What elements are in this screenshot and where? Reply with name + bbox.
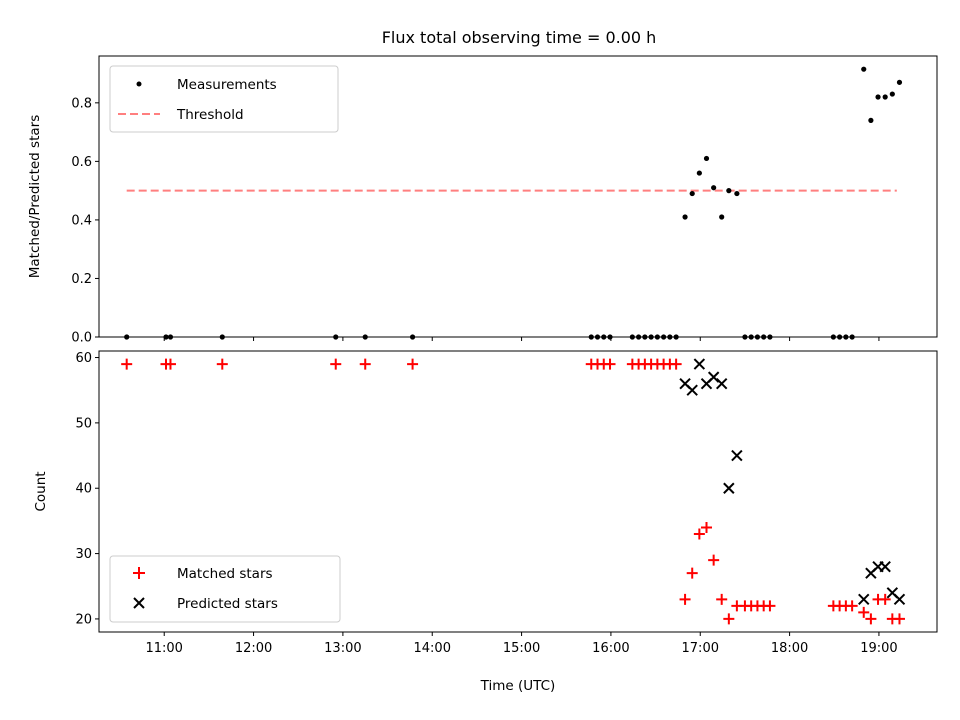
matched-stars-point — [693, 528, 705, 540]
legend-predicted-marker — [133, 597, 145, 609]
bottom-x-tick-label: 14:00 — [414, 641, 451, 656]
predicted-stars-point — [707, 371, 720, 383]
top-y-ticks: 0.0 0.2 0.4 0.6 0.8 — [71, 96, 99, 346]
matched-stars-point — [686, 567, 698, 579]
measurement-point — [861, 66, 867, 72]
matched-stars-point — [716, 593, 728, 605]
measurement-point — [719, 214, 725, 220]
predicted-stars-point — [723, 482, 735, 494]
top-x-ticks — [163, 337, 880, 341]
bottom-y-ticks: 20 30 40 50 60 — [75, 351, 99, 627]
measurement-point — [703, 155, 710, 162]
bottom-y-tick-label: 40 — [75, 482, 92, 497]
bottom-x-tick-label: 15:00 — [503, 641, 540, 656]
counts-layer — [121, 358, 906, 625]
bottom-panel: 20 30 40 50 60 11:00 12:00 13:00 14:00 15:00 16:0… — [33, 350, 938, 694]
predicted-stars-point — [731, 449, 743, 462]
matched-stars-point — [865, 613, 877, 625]
bottom-y-tick-label: 20 — [75, 612, 92, 627]
matched-stars-point — [330, 358, 342, 370]
bottom-legend: Matched stars Predicted stars — [109, 555, 341, 623]
top-legend: Measurements Threshold — [109, 65, 339, 133]
matched-stars-point — [407, 358, 419, 370]
matched-stars-point — [604, 358, 616, 370]
predicted-stars-point — [858, 593, 870, 606]
top-y-tick-label: 0.2 — [71, 272, 92, 287]
bottom-x-tick-label: 16:00 — [592, 641, 629, 656]
legend-measurements-marker — [136, 81, 142, 87]
measurement-point — [889, 91, 895, 97]
matched-stars-point — [121, 358, 133, 370]
matched-stars-point — [858, 606, 870, 618]
legend-matched-marker — [133, 567, 145, 579]
matched-stars-point — [879, 593, 891, 605]
predicted-stars-point — [715, 377, 728, 390]
matched-stars-point — [708, 554, 720, 566]
measurement-point — [875, 94, 881, 100]
bottom-y-tick-label: 50 — [75, 416, 92, 431]
bottom-x-tick-label: 11:00 — [145, 641, 182, 656]
top-y-tick-label: 0.4 — [71, 213, 92, 228]
bottom-y-axis-label: Count — [33, 471, 49, 511]
predicted-stars-point — [693, 358, 706, 370]
top-y-tick-label: 0.0 — [71, 331, 92, 346]
x-axis-label: Time (UTC) — [480, 678, 556, 694]
measurement-point — [726, 188, 732, 194]
matched-stars-point — [670, 358, 682, 370]
bottom-y-tick-label: 30 — [75, 547, 92, 562]
measurement-point — [689, 190, 695, 197]
matched-stars-point — [723, 613, 735, 625]
measurement-point — [868, 117, 874, 123]
bottom-x-tick-label: 12:00 — [235, 641, 272, 656]
measurement-point — [896, 79, 903, 85]
measurement-point — [734, 190, 740, 197]
matched-stars-point — [359, 358, 371, 370]
bottom-x-tick-label: 18:00 — [771, 641, 808, 656]
predicted-stars-point — [893, 593, 906, 606]
bottom-x-tick-label: 19:00 — [860, 641, 897, 656]
predicted-stars-point — [686, 384, 698, 396]
matched-stars-point — [846, 600, 858, 612]
bottom-y-tick-label: 60 — [75, 351, 92, 366]
top-axes-frame — [98, 55, 938, 338]
bottom-axes-frame — [98, 350, 938, 633]
measurement-point — [682, 214, 688, 220]
top-y-tick-label: 0.6 — [71, 155, 92, 170]
bottom-x-ticks: 11:00 12:00 13:00 14:00 15:00 16:00 17:00 18:00… — [145, 632, 898, 656]
top-legend-box — [109, 65, 339, 133]
matched-stars-point — [893, 613, 905, 625]
legend-predicted-label: Predicted stars — [177, 596, 278, 612]
predicted-stars-point — [879, 560, 891, 573]
top-y-tick-label: 0.8 — [71, 96, 92, 111]
matched-stars-point — [701, 521, 713, 533]
matched-stars-point — [679, 593, 691, 605]
matched-stars-point — [764, 600, 776, 612]
bottom-x-tick-label: 17:00 — [682, 641, 719, 656]
measurement-point — [696, 170, 702, 176]
measurement-point — [882, 94, 888, 100]
bottom-x-tick-label: 13:00 — [324, 641, 361, 656]
figure-title: Flux total observing time = 0.00 h — [382, 28, 657, 47]
matched-stars-point — [216, 358, 228, 370]
legend-threshold-label: Threshold — [176, 107, 244, 123]
bottom-legend-box — [109, 555, 341, 623]
top-panel: 0.00.20.40.60.8 Matched/Predicted stars … — [27, 55, 938, 346]
legend-measurements-label: Measurements — [177, 77, 277, 93]
legend-matched-label: Matched stars — [177, 566, 273, 582]
matched-stars-point — [164, 358, 176, 370]
top-y-axis-label: Matched/Predicted stars — [27, 115, 43, 278]
measurement-point — [711, 185, 717, 191]
